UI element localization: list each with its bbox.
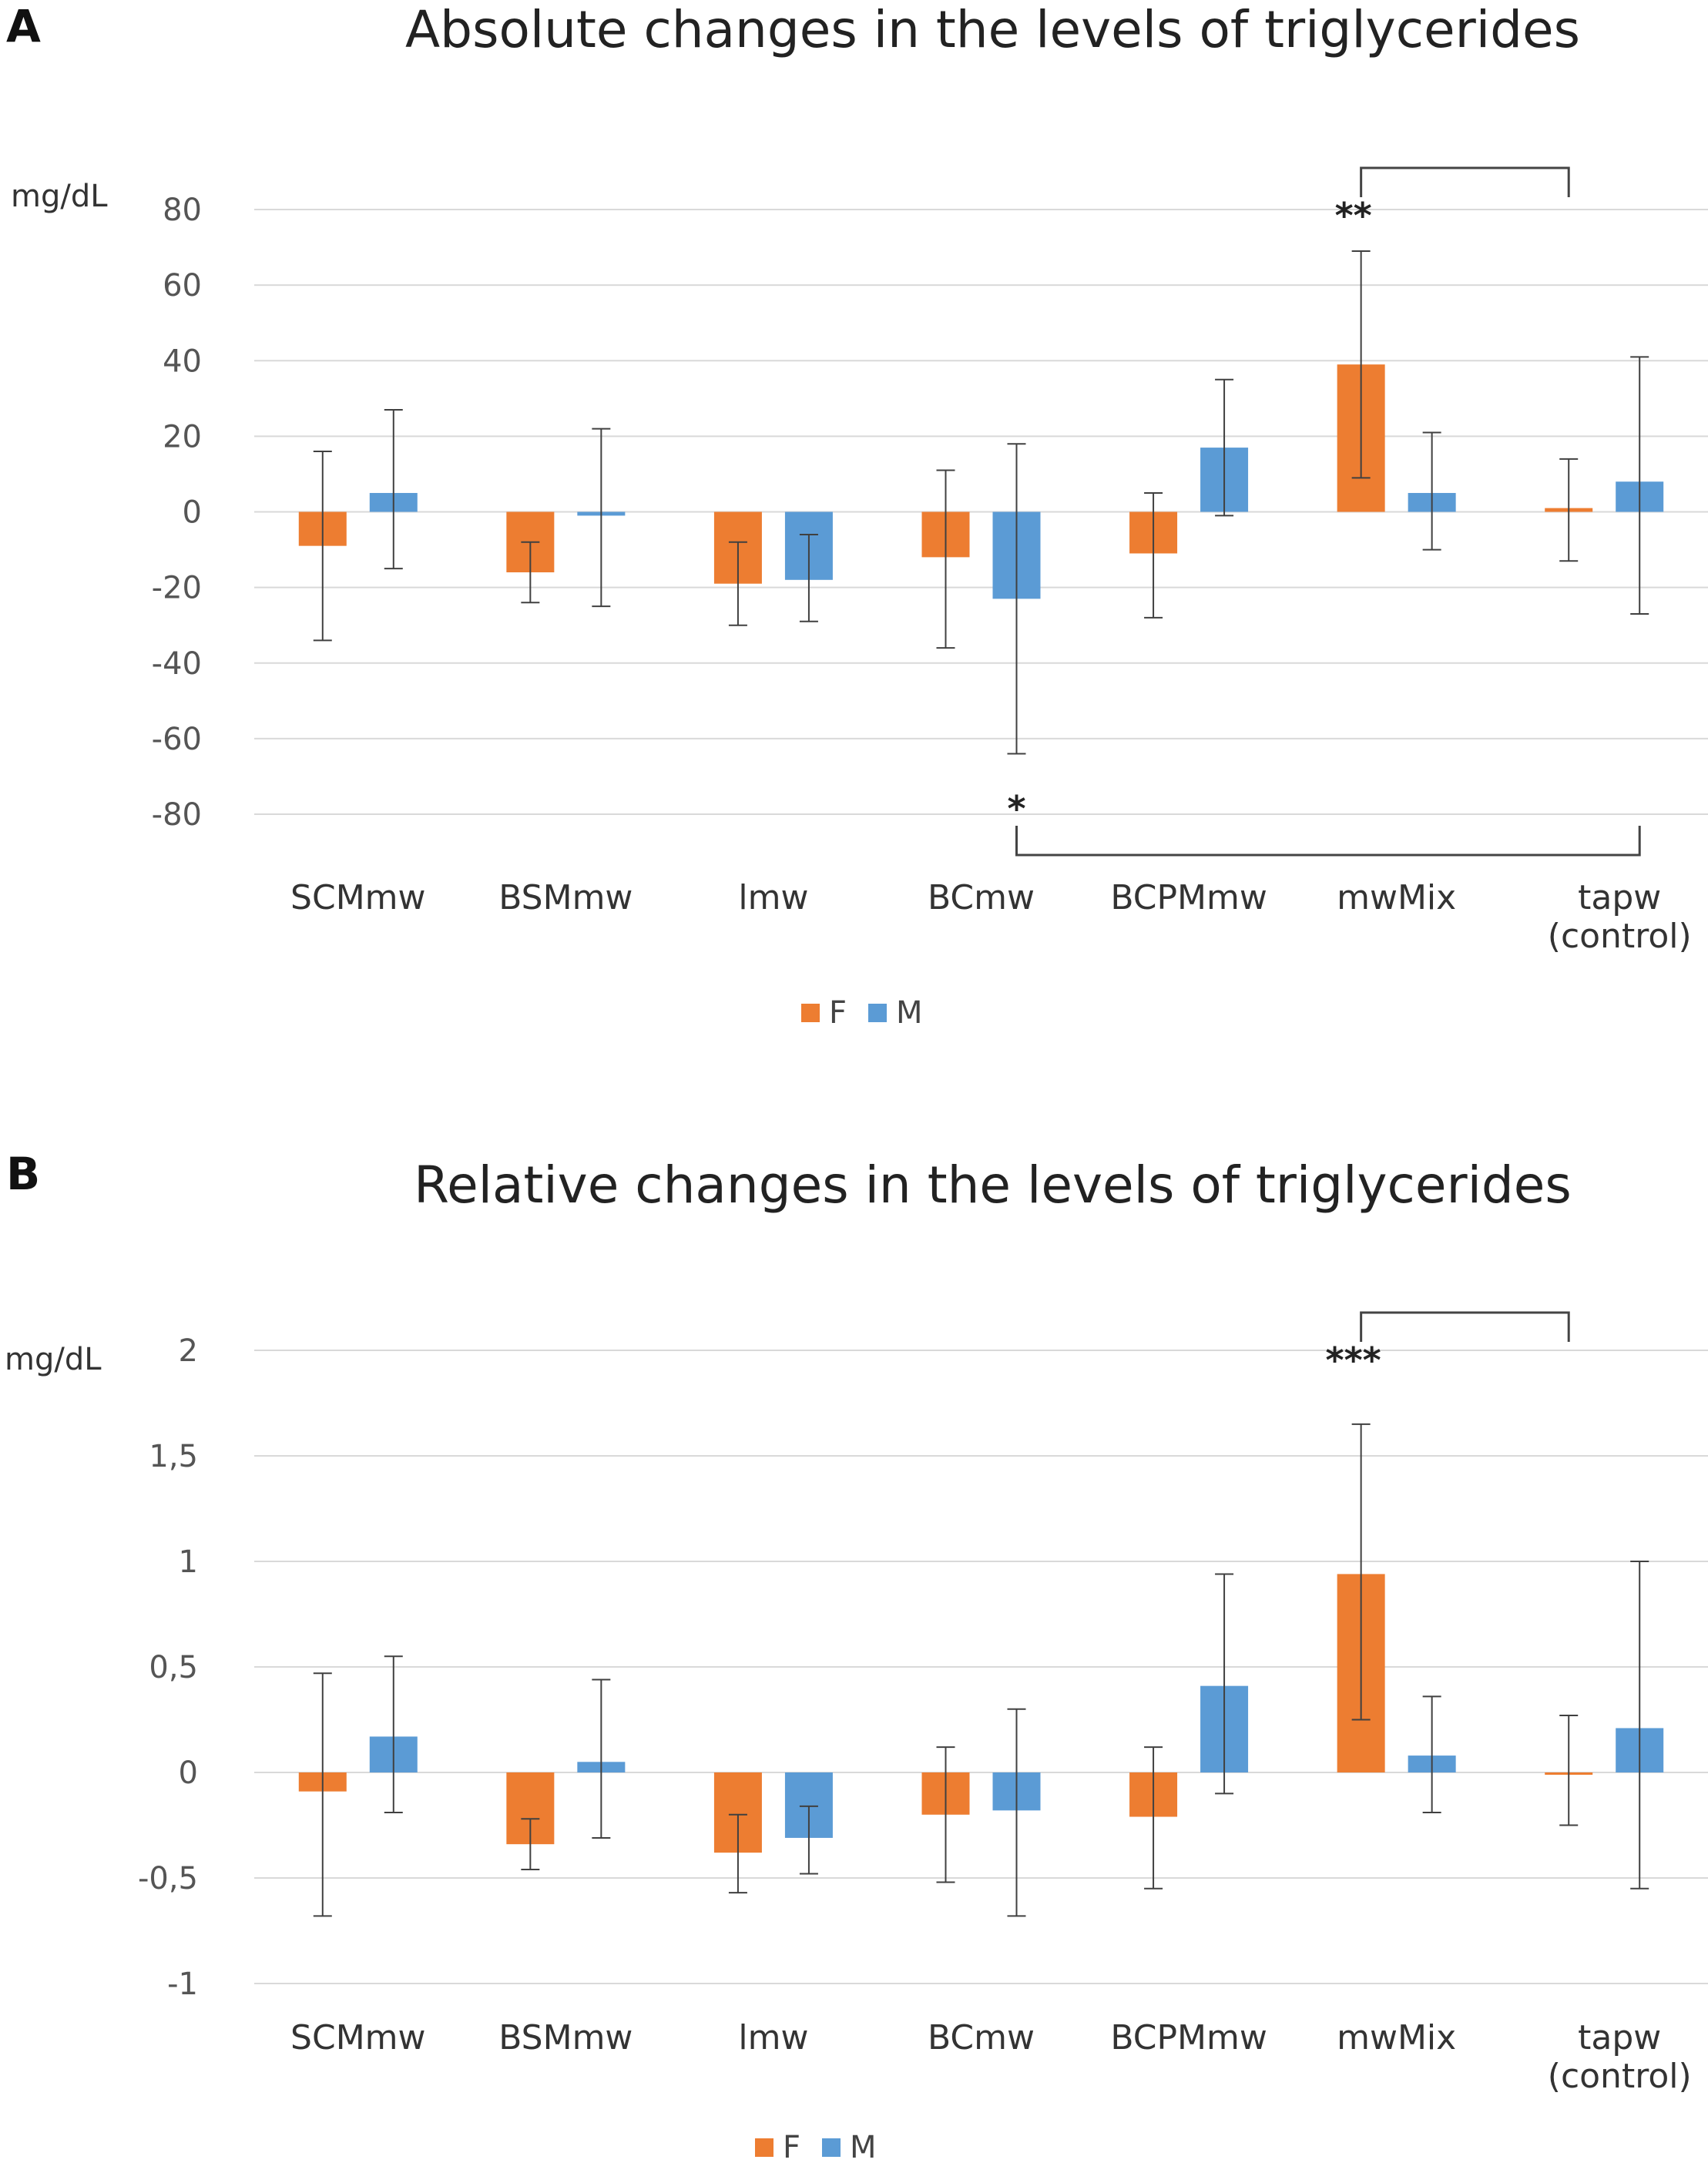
x-tick-label: BSMmw bbox=[498, 878, 633, 917]
legend-item-f: F bbox=[755, 2130, 800, 2165]
panel-letter: A bbox=[6, 0, 41, 52]
legend-label-f: F bbox=[829, 995, 847, 1031]
legend-swatch-f bbox=[755, 2138, 773, 2157]
legend-label-m: M bbox=[850, 2130, 877, 2165]
significance-marker: *** bbox=[1326, 1340, 1381, 1381]
y-tick-label: -60 bbox=[152, 722, 202, 757]
x-tick-label: BCPMmw bbox=[1110, 878, 1267, 917]
y-tick-label: 2 bbox=[179, 1333, 198, 1369]
x-tick-label: tapw bbox=[1578, 2018, 1661, 2057]
significance-bracket bbox=[1360, 166, 1570, 197]
y-axis-unit-label: mg/dL bbox=[11, 179, 108, 214]
panel-a: A Absolute changes in the levels of trig… bbox=[0, 0, 1708, 1071]
legend: F M bbox=[801, 995, 945, 1031]
chart-a-plot: 80 60 40 20 0 -20 -40 -60 -80 SCMmw BSMmw lmw BCmw BC… bbox=[152, 166, 1708, 956]
legend-label-m: M bbox=[896, 995, 923, 1031]
y-tick-label: 40 bbox=[163, 344, 202, 379]
x-tick-label: mwMix bbox=[1337, 2018, 1456, 2057]
y-axis-unit-label: mg/dL bbox=[5, 1342, 102, 1377]
y-tick-label: 0 bbox=[179, 1756, 198, 1791]
y-tick-label: -80 bbox=[152, 797, 202, 833]
significance-marker: * bbox=[1007, 788, 1025, 830]
x-tick-label: tapw bbox=[1578, 878, 1661, 917]
legend-item-f: F bbox=[801, 995, 847, 1031]
x-tick-label: (control) bbox=[1548, 917, 1692, 956]
y-tick-label: 60 bbox=[163, 268, 202, 303]
y-tick-label: 20 bbox=[163, 419, 202, 454]
significance-bracket bbox=[1360, 1311, 1570, 1342]
y-tick-label: -40 bbox=[152, 646, 202, 682]
x-tick-label: SCMmw bbox=[290, 878, 425, 917]
x-tick-label: (control) bbox=[1548, 2057, 1692, 2096]
y-tick-label: 0,5 bbox=[149, 1650, 198, 1685]
legend-item-m: M bbox=[868, 995, 923, 1031]
chart-title: Relative changes in the levels of trigly… bbox=[414, 1155, 1572, 1215]
legend-item-m: M bbox=[822, 2130, 877, 2165]
y-tick-label: 1 bbox=[179, 1544, 198, 1580]
x-tick-label: BCPMmw bbox=[1110, 2018, 1267, 2057]
legend-swatch-m bbox=[822, 2138, 841, 2157]
chart-b-plot: 2 1,5 1 0,5 0 -0,5 -1 SCMmw BSMmw lmw BCmw BCPMmw mw… bbox=[138, 1311, 1708, 2096]
chart-title: Absolute changes in the levels of trigly… bbox=[405, 0, 1580, 59]
legend-swatch-m bbox=[868, 1004, 888, 1022]
x-tick-label: BCmw bbox=[928, 878, 1035, 917]
y-tick-label: 1,5 bbox=[149, 1439, 198, 1474]
x-tick-label: BCmw bbox=[928, 2018, 1035, 2057]
x-tick-label: lmw bbox=[738, 2018, 808, 2057]
x-tick-label: SCMmw bbox=[290, 2018, 425, 2057]
y-tick-label: 0 bbox=[183, 495, 202, 531]
x-tick-label: lmw bbox=[738, 878, 808, 917]
y-tick-label: -1 bbox=[167, 1967, 198, 2002]
x-tick-label: mwMix bbox=[1337, 878, 1456, 917]
legend-label-f: F bbox=[783, 2130, 801, 2165]
significance-bracket bbox=[1015, 826, 1641, 857]
significance-marker: ** bbox=[1335, 195, 1372, 236]
y-tick-label: 80 bbox=[163, 193, 202, 228]
legend: F M bbox=[755, 2130, 898, 2165]
x-tick-label: BSMmw bbox=[498, 2018, 633, 2057]
legend-swatch-f bbox=[801, 1004, 820, 1022]
panel-b: B Relative changes in the levels of trig… bbox=[0, 1148, 1708, 2173]
panel-letter: B bbox=[6, 1148, 41, 1200]
y-tick-label: -0,5 bbox=[138, 1861, 198, 1896]
y-tick-label: -20 bbox=[152, 571, 202, 606]
